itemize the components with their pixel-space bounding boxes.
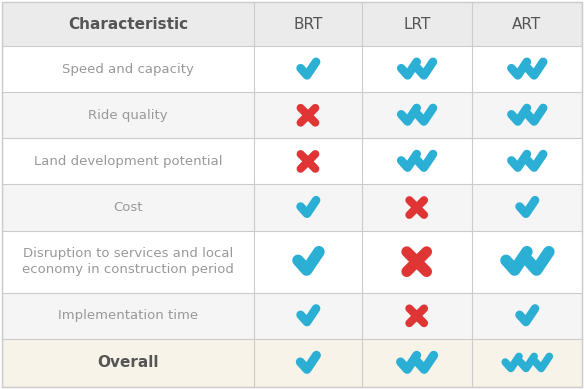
Bar (2, 2, 582, 46)
Text: LRT: LRT (403, 17, 430, 32)
Text: Overall: Overall (98, 356, 159, 370)
Text: Cost: Cost (113, 201, 143, 214)
Text: Implementation time: Implementation time (58, 309, 198, 322)
Text: BRT: BRT (293, 17, 322, 32)
Text: Speed and capacity: Speed and capacity (62, 63, 194, 76)
Bar (2, 339, 582, 387)
Bar (2, 293, 582, 339)
Text: ART: ART (512, 17, 541, 32)
Text: Disruption to services and local
economy in construction period: Disruption to services and local economy… (22, 247, 234, 276)
Bar (2, 231, 582, 293)
Text: Characteristic: Characteristic (68, 17, 188, 32)
Bar (2, 92, 582, 138)
Text: Ride quality: Ride quality (88, 109, 168, 122)
Text: Land development potential: Land development potential (34, 155, 223, 168)
Bar (2, 46, 582, 92)
Bar (2, 184, 582, 231)
Bar (2, 138, 582, 184)
